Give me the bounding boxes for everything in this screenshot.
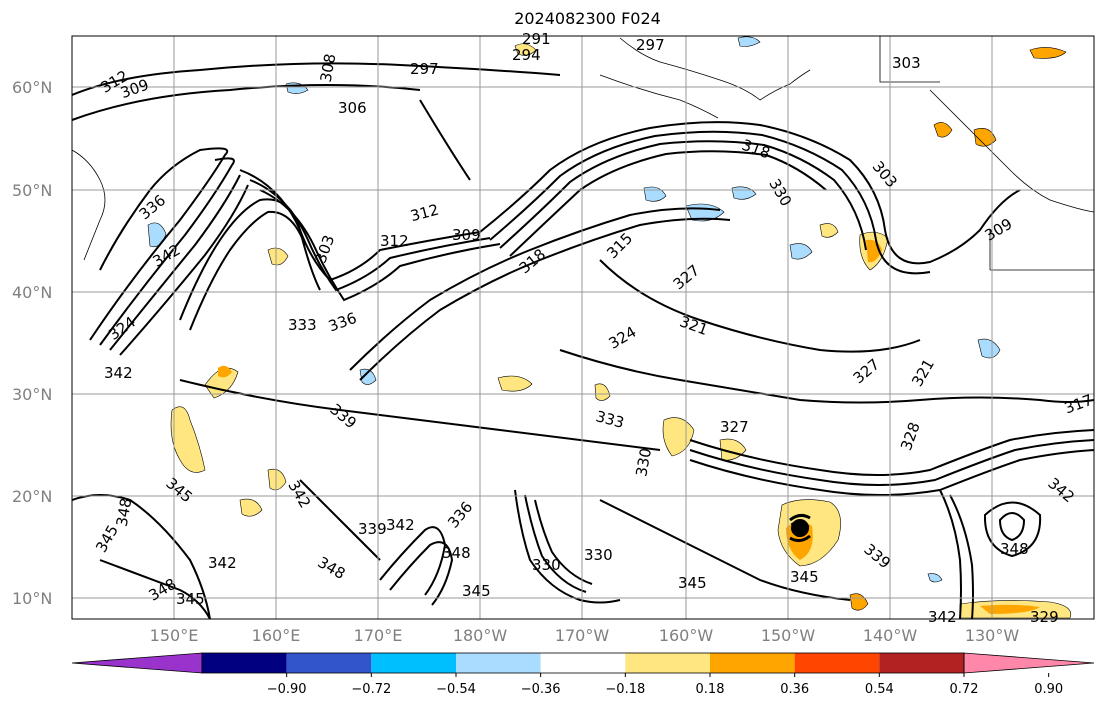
colorbar-bin — [625, 653, 710, 673]
colorbar-tick-label: 0.90 — [1034, 682, 1063, 697]
contour-label: 297 — [636, 36, 665, 54]
plot-area — [72, 36, 1094, 619]
contour-label: 294 — [512, 46, 541, 64]
colorbar-tick-label: −0.54 — [436, 682, 476, 697]
lat-label: 40°N — [12, 283, 52, 302]
latitude-labels: 60°N 50°N 40°N 30°N 20°N 10°N — [12, 78, 52, 608]
lon-label: 170°W — [555, 626, 610, 645]
colorbar-extend-high — [963, 652, 1095, 674]
gridlines — [72, 36, 1094, 619]
coastlines — [72, 36, 1094, 271]
colorbar: −0.90 −0.72 −0.54 −0.36 −0.18 0.18 0.36 0.54 0.7… — [71, 652, 1095, 697]
contour-label: 330 — [532, 556, 561, 574]
contour-label: 345 — [462, 582, 491, 600]
contour-label: 348 — [1000, 540, 1029, 558]
tropical-cyclone-icon — [789, 513, 811, 543]
lon-label: 150°W — [761, 626, 816, 645]
contour-label: 345 — [790, 568, 819, 586]
lon-label: 170°E — [354, 626, 403, 645]
colorbar-tick-label: 0.36 — [780, 682, 809, 697]
colorbar-bin — [286, 653, 372, 673]
colorbar-tick-label: 0.18 — [696, 682, 725, 697]
colorbar-bin — [710, 653, 795, 673]
lat-label: 10°N — [12, 589, 52, 608]
colorbar-bin — [371, 653, 456, 673]
contour-label: 342 — [386, 516, 415, 534]
colorbar-tick-label: −0.90 — [267, 682, 307, 697]
lat-label: 60°N — [12, 78, 52, 97]
contour-label: 342 — [928, 608, 957, 626]
colorbar-tick-label: 0.72 — [950, 682, 979, 697]
contour-label: 312 — [380, 232, 409, 250]
colorbar-bin — [456, 653, 541, 673]
lon-label: 140°W — [863, 626, 918, 645]
contour-label: 348 — [113, 497, 136, 528]
contour-label: 333 — [288, 316, 317, 334]
contour-label: 329 — [1030, 608, 1059, 626]
contour-label: 339 — [358, 520, 387, 538]
colorbar-tick-label: 0.54 — [865, 682, 894, 697]
lat-label: 30°N — [12, 385, 52, 404]
colorbar-bin — [879, 653, 964, 673]
colorbar-tick-label: −0.36 — [521, 682, 561, 697]
contour-label: 330 — [632, 447, 655, 478]
plot-frame — [71, 35, 1095, 620]
lon-label: 160°W — [659, 626, 714, 645]
contour-label: 327 — [720, 418, 749, 436]
lon-label: 160°E — [252, 626, 301, 645]
contour-label: 303 — [892, 54, 921, 72]
contour-label: 342 — [208, 554, 237, 572]
lon-label: 150°E — [150, 626, 199, 645]
contour-label: 342 — [104, 364, 133, 382]
contour-label: 291 — [522, 30, 551, 48]
colorbar-tick-label: −0.72 — [351, 682, 391, 697]
lat-label: 50°N — [12, 181, 52, 200]
colorbar-tick-label: −0.18 — [605, 682, 645, 697]
contour-label: 306 — [338, 99, 367, 117]
lat-label: 20°N — [12, 487, 52, 506]
contour-label: 297 — [410, 60, 439, 78]
contour-lines — [72, 62, 1094, 619]
contour-label: 345 — [176, 590, 205, 608]
contour-label: 348 — [442, 544, 471, 562]
contour-label: 309 — [452, 226, 481, 244]
colorbar-outline — [201, 652, 965, 674]
colorbar-extend-low — [71, 652, 203, 674]
contour-label: 330 — [584, 546, 613, 564]
colorbar-bin — [794, 653, 880, 673]
lon-label: 130°W — [965, 626, 1020, 645]
colorbar-bin — [540, 653, 626, 673]
contour-label: 345 — [678, 574, 707, 592]
contour-label: 308 — [317, 52, 340, 83]
shaded-fields — [147, 36, 1072, 619]
longitude-labels: 150°E 160°E 170°E 180°W 170°W 160°W 150°… — [150, 626, 1020, 645]
colorbar-bin — [202, 653, 287, 673]
lon-label: 180°W — [453, 626, 508, 645]
map-title: 2024082300 F024 — [514, 9, 661, 28]
